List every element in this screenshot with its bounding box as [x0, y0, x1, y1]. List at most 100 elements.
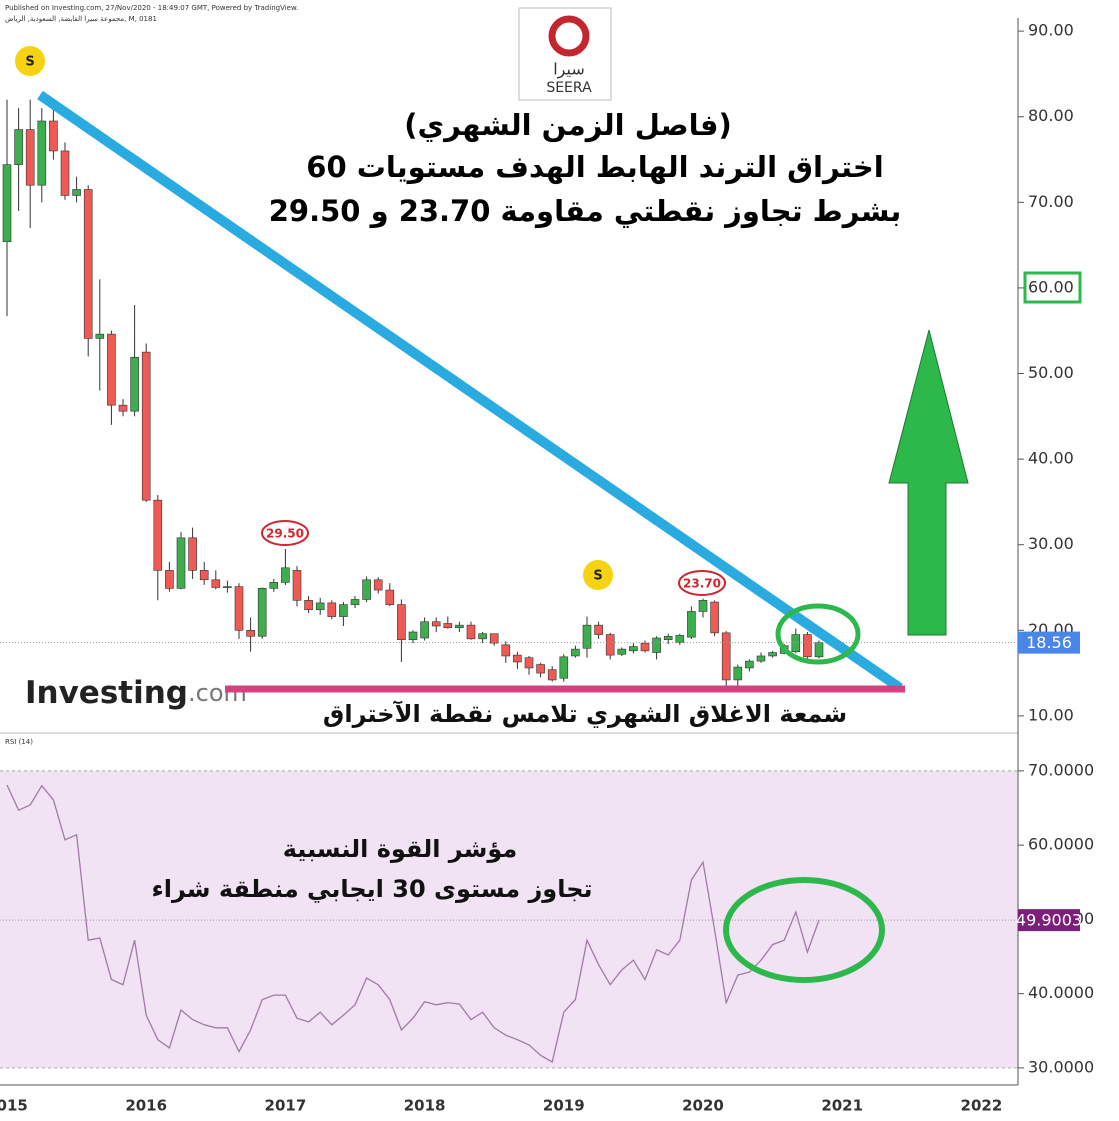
candle-body [582, 624, 592, 649]
logo: سيرا SEERA [518, 7, 612, 101]
y-tick-label: 40.0000 [1028, 983, 1094, 1002]
candle-body [663, 635, 673, 641]
y-tick-label: 30.0000 [1028, 1057, 1094, 1076]
y-tick-label: 70.0000 [1028, 760, 1094, 779]
candle-body [153, 499, 163, 571]
y-tick-label: 50.00 [1028, 363, 1074, 382]
candle-body [49, 120, 58, 152]
candle-body [257, 588, 267, 637]
candle-body [339, 604, 348, 617]
rsi-band [0, 770, 1018, 1068]
annotation: (فاصل الزمن الشهري) [404, 108, 732, 142]
candle-body [536, 664, 545, 674]
candle-body [362, 579, 371, 600]
candle-body [199, 570, 209, 581]
candle-body [269, 582, 279, 589]
candle-body [373, 579, 383, 591]
last-value-label: 49.9003 [1016, 911, 1082, 930]
candle-body [443, 623, 453, 629]
candle-body [188, 537, 197, 571]
y-tick-label: 60.00 [1028, 277, 1074, 296]
x-tick-label: 2015 [0, 1097, 28, 1115]
candle-body [37, 120, 47, 186]
y-tick-label: 60.0000 [1028, 835, 1094, 854]
x-tick-label: 2016 [125, 1097, 167, 1115]
event-marker-text: S [25, 55, 34, 70]
background [0, 770, 1018, 1069]
x-tick-label: 2021 [821, 1097, 863, 1115]
rsi-title: RSI (14) [5, 738, 33, 746]
candle-body [60, 150, 70, 196]
candle-body [397, 604, 406, 641]
candle-body [524, 657, 534, 669]
annotation: مؤشر القوة النسبية [283, 835, 517, 863]
annotation: تجاوز مستوى 30 ايجابي منطقة شراء [151, 875, 592, 903]
candle-body [118, 404, 128, 412]
breakout-circle [775, 603, 861, 665]
source-note: Published on Investing.com, 27/Nov/2020 … [5, 4, 298, 12]
y-tick-label: 30.00 [1028, 534, 1074, 553]
plot: 10.0020.0030.0040.0050.0060.0070.0080.00… [0, 21, 1094, 1115]
event-markers: S S [15, 46, 613, 590]
candle-body [350, 599, 360, 605]
target-box [1023, 271, 1082, 304]
candle-body [141, 351, 151, 501]
candle-body [281, 567, 290, 583]
target-arrow [888, 329, 969, 636]
resistance-label-text: 23.70 [683, 577, 721, 591]
candle-body [513, 654, 522, 663]
watermark: Investing.com [25, 675, 247, 711]
candle-body [768, 652, 777, 657]
candle-body [315, 602, 325, 611]
logo-arabic: سيرا [553, 60, 585, 80]
candle-body [466, 624, 476, 640]
candle-body [95, 333, 105, 339]
candle-body [687, 611, 696, 638]
candle-body [176, 537, 186, 589]
candle-body [594, 624, 603, 635]
annotation: شمعة الاغلاق الشهري تلامس نقطة الآختراق [323, 700, 847, 728]
event-marker [15, 46, 45, 76]
last-value-label: 18.56 [1026, 633, 1072, 652]
logo-ring [548, 15, 590, 57]
candle-body [130, 356, 139, 412]
candle-body [2, 164, 12, 242]
candle-body [234, 586, 244, 631]
watermark-domain: .com [188, 679, 247, 707]
candle-body [803, 634, 812, 658]
event-marker [583, 560, 613, 590]
candle-body [814, 642, 824, 658]
y-tick-label: 10.00 [1028, 705, 1074, 724]
candle-body [211, 579, 221, 588]
last-value-box [1018, 909, 1080, 932]
candle-body [431, 621, 441, 627]
candle-body [710, 601, 719, 634]
resistance-label-text: 29.50 [266, 527, 304, 541]
candle-body [571, 648, 580, 657]
candle-body [223, 586, 232, 588]
candle-body [72, 189, 81, 196]
candle-body [246, 629, 255, 637]
candle-body [605, 634, 615, 656]
candle-body [733, 666, 743, 681]
x-tick-label: 2022 [961, 1097, 1003, 1115]
y-tick-label: 80.00 [1028, 106, 1074, 125]
annotation: بشرط تجاوز نقطتي مقاومة 23.70 و 29.50 [269, 194, 902, 228]
label-bubble [261, 520, 309, 546]
rsi-circle [723, 877, 885, 983]
rsi-line [6, 784, 820, 1064]
x-tick-label: 2020 [682, 1097, 724, 1115]
candle-body [420, 621, 429, 639]
candle-body [547, 669, 557, 681]
candle-body [489, 633, 499, 644]
candle-body [385, 589, 395, 605]
candle-body [698, 600, 708, 612]
candle-body [791, 634, 801, 652]
instrument-name: مجموعة سيرا القابضة, السعودية, الرياض, M… [5, 15, 157, 23]
candle-body [629, 646, 638, 652]
watermark-brand: Investing [25, 675, 188, 711]
annotation: اختراق الترند الهابط الهدف مستويات 60 [306, 150, 883, 184]
trend-line [37, 90, 903, 693]
y-tick-label: 90.00 [1028, 21, 1074, 40]
